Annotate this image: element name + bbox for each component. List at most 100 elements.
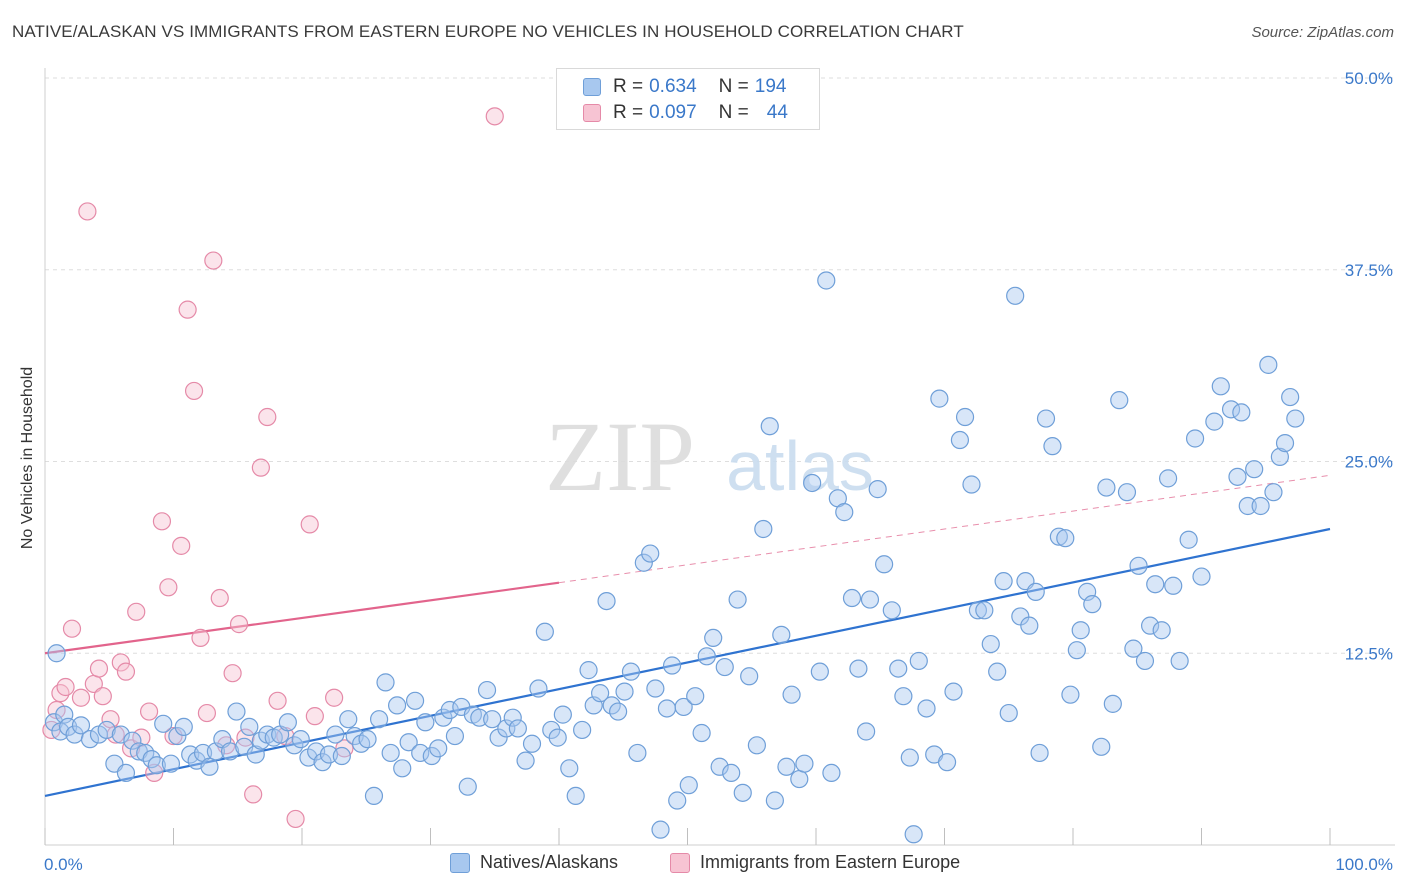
point-natives bbox=[710, 757, 729, 776]
bottom-legend-swatch-natives bbox=[450, 852, 470, 873]
correlation-legend: R = 0.634 N = 194 R = 0.097 N = 44 bbox=[556, 68, 820, 130]
point-natives bbox=[740, 667, 759, 686]
point-natives bbox=[458, 777, 477, 796]
point-natives bbox=[733, 783, 752, 802]
legend-n-label: N = bbox=[718, 76, 749, 97]
point-natives bbox=[772, 625, 791, 644]
point-natives bbox=[981, 634, 1000, 654]
point-natives bbox=[1103, 694, 1122, 713]
point-natives bbox=[1140, 616, 1160, 635]
point-natives bbox=[123, 731, 142, 750]
point-natives bbox=[220, 742, 240, 761]
point-natives bbox=[535, 622, 554, 641]
point-immigrants bbox=[485, 107, 504, 126]
point-natives bbox=[44, 713, 64, 732]
point-natives bbox=[760, 417, 779, 436]
point-natives bbox=[646, 679, 665, 698]
point-natives bbox=[692, 723, 711, 743]
point-natives bbox=[227, 702, 246, 721]
point-natives bbox=[154, 714, 173, 733]
watermark: ZIP atlas bbox=[545, 401, 874, 512]
point-immigrants bbox=[258, 407, 277, 427]
point-natives bbox=[80, 730, 100, 749]
point-natives bbox=[168, 726, 187, 746]
point-immigrants bbox=[111, 653, 130, 672]
point-natives bbox=[782, 685, 801, 704]
point-natives bbox=[1205, 412, 1224, 431]
point-immigrants bbox=[229, 615, 249, 634]
point-natives bbox=[628, 743, 647, 763]
point-immigrants bbox=[325, 688, 344, 707]
point-natives bbox=[795, 754, 814, 773]
point-natives bbox=[591, 684, 610, 703]
point-natives bbox=[1146, 575, 1165, 594]
point-natives bbox=[1067, 641, 1086, 660]
point-natives bbox=[634, 553, 653, 572]
point-natives bbox=[697, 647, 716, 666]
legend-row-natives: R = 0.634 N = 194 bbox=[583, 75, 786, 99]
point-immigrants bbox=[78, 202, 97, 221]
point-natives bbox=[116, 763, 136, 783]
point-immigrants bbox=[172, 536, 191, 555]
point-natives bbox=[1083, 595, 1102, 614]
point-natives bbox=[278, 713, 297, 732]
point-natives bbox=[704, 628, 723, 648]
legend-n-value: 194 bbox=[754, 76, 787, 97]
point-immigrants bbox=[127, 602, 146, 621]
point-natives bbox=[503, 708, 522, 727]
point-natives bbox=[1043, 437, 1062, 456]
point-natives bbox=[1056, 529, 1075, 548]
point-natives bbox=[553, 705, 572, 724]
grid-lines bbox=[45, 77, 1395, 654]
axes bbox=[44, 68, 1395, 846]
point-natives bbox=[904, 825, 923, 844]
point-natives bbox=[968, 601, 988, 620]
legend-r-label: R = bbox=[613, 76, 644, 97]
point-natives bbox=[416, 713, 435, 732]
point-natives bbox=[842, 588, 862, 608]
point-natives bbox=[161, 754, 181, 773]
point-natives bbox=[393, 759, 412, 778]
point-natives bbox=[1192, 567, 1211, 586]
point-natives bbox=[1026, 582, 1045, 601]
point-natives bbox=[440, 700, 459, 720]
point-natives bbox=[988, 662, 1007, 681]
point-immigrants bbox=[305, 707, 324, 726]
data-points bbox=[42, 107, 1305, 844]
point-natives bbox=[332, 746, 351, 766]
point-natives bbox=[445, 726, 465, 746]
point-natives bbox=[147, 756, 166, 775]
point-natives bbox=[1049, 527, 1068, 546]
point-natives bbox=[651, 820, 670, 839]
point-natives bbox=[291, 730, 310, 749]
point-natives bbox=[411, 743, 430, 763]
point-natives bbox=[1020, 616, 1039, 635]
point-natives bbox=[246, 745, 265, 764]
y-tick-label: 12.5% bbox=[1345, 644, 1393, 663]
point-natives bbox=[641, 544, 660, 563]
point-natives bbox=[489, 728, 508, 747]
point-natives bbox=[994, 572, 1013, 591]
point-immigrants bbox=[244, 785, 263, 804]
point-natives bbox=[1179, 530, 1198, 549]
point-natives bbox=[609, 702, 628, 721]
x-tick-label: 100.0% bbox=[1335, 855, 1393, 874]
bottom-legend-immigrants: Immigrants from Eastern Europe bbox=[670, 852, 960, 873]
y-tick-label: 25.0% bbox=[1345, 453, 1393, 472]
point-natives bbox=[1238, 496, 1257, 516]
point-natives bbox=[1061, 685, 1080, 704]
point-natives bbox=[728, 590, 747, 609]
point-natives bbox=[364, 786, 384, 806]
point-natives bbox=[326, 725, 345, 744]
trend-line-immigrants bbox=[44, 581, 560, 655]
legend-swatch-immigrants bbox=[583, 104, 601, 122]
point-natives bbox=[1117, 483, 1137, 502]
point-immigrants bbox=[210, 588, 229, 608]
point-natives bbox=[790, 769, 809, 789]
point-natives bbox=[1211, 377, 1230, 396]
legend-n-value: 44 bbox=[766, 102, 788, 123]
point-immigrants bbox=[251, 458, 270, 477]
point-immigrants bbox=[159, 578, 178, 597]
point-natives bbox=[566, 786, 585, 806]
point-immigrants bbox=[300, 515, 319, 534]
